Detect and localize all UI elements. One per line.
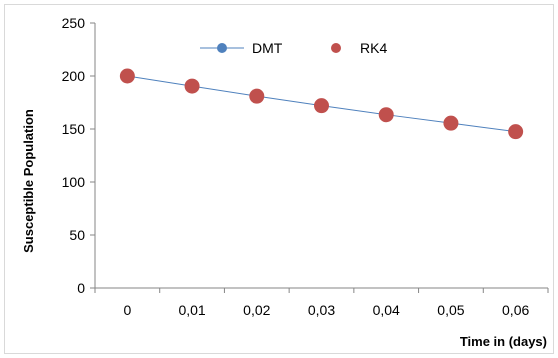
series-rk4-point — [249, 88, 265, 104]
legend-dmt-marker — [217, 43, 227, 53]
x-tick-label: 0,01 — [178, 302, 205, 318]
y-tick-label: 250 — [62, 15, 86, 31]
series-rk4-point — [314, 98, 329, 114]
x-tick-label: 0 — [123, 302, 131, 318]
y-tick-label: 150 — [62, 121, 86, 137]
y-axis-title: Susceptible Population — [21, 109, 36, 253]
y-tick-label: 0 — [77, 280, 85, 296]
x-tick-label: 0,06 — [502, 302, 529, 318]
series-rk4-point — [378, 107, 394, 123]
legend-rk4-marker — [331, 43, 341, 53]
series-rk4-point — [508, 124, 524, 140]
series-rk4-point — [119, 68, 135, 84]
legend: DMT RK4 — [200, 40, 387, 56]
y-tick-label: 50 — [69, 227, 85, 243]
x-tick-group: 0 0,01 0,02 0,03 0,04 0,05 0,06 — [94, 288, 549, 318]
y-tick-label: 100 — [62, 174, 86, 190]
series-rk4-point — [184, 78, 200, 94]
series-rk4-point — [443, 115, 459, 131]
legend-rk4-label: RK4 — [360, 40, 387, 56]
x-tick-label: 0,04 — [373, 302, 400, 318]
x-tick-label: 0,02 — [243, 302, 270, 318]
x-tick-label: 0,05 — [437, 302, 464, 318]
legend-dmt-label: DMT — [252, 40, 283, 56]
series-group — [119, 68, 524, 140]
y-tick-label: 200 — [62, 68, 86, 84]
x-axis-title: Time in (days) — [460, 334, 547, 349]
chart-border — [4, 4, 554, 354]
x-tick-label: 0,03 — [308, 302, 335, 318]
y-tick-group: 0 50 100 150 200 250 — [62, 15, 95, 296]
